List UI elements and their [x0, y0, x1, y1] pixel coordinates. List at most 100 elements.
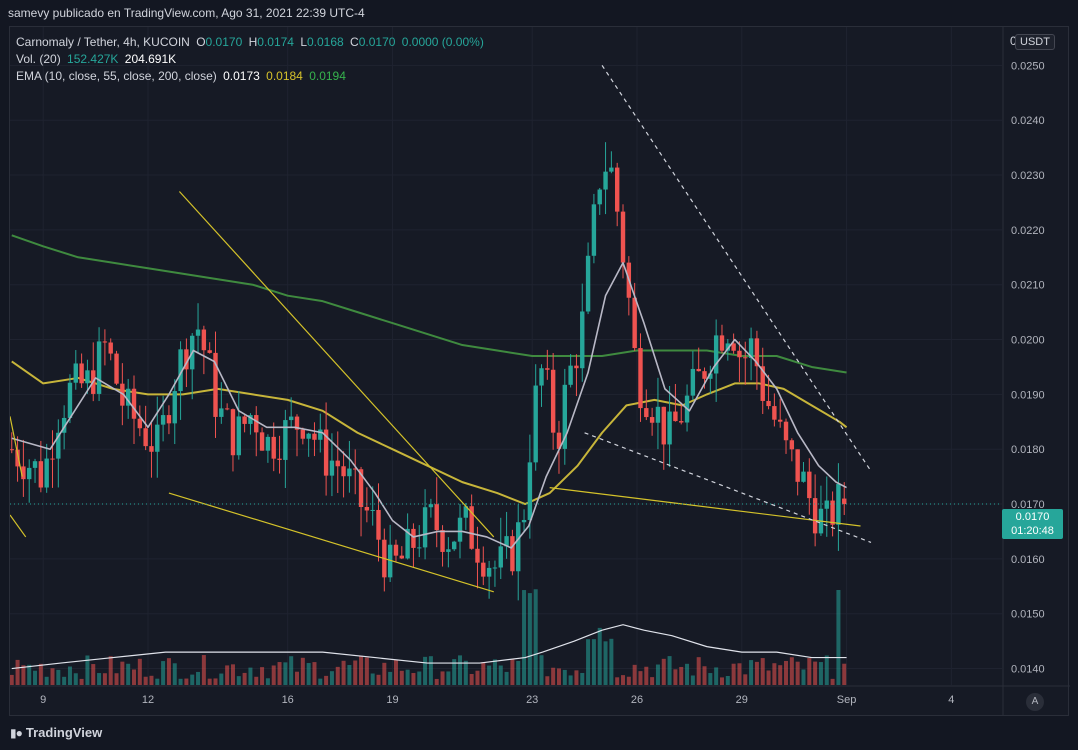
volume-bar: [621, 675, 626, 685]
candle-body: [550, 369, 556, 433]
volume-bar: [766, 670, 771, 685]
volume-bar: [655, 664, 660, 685]
volume-bar: [440, 671, 445, 685]
volume-bar: [213, 678, 218, 685]
symbol-name[interactable]: Carnomaly / Tether, 4h, KUCOIN: [16, 35, 190, 49]
candle-body: [96, 341, 102, 394]
candle-body: [737, 350, 742, 358]
ema-label[interactable]: EMA (10, close, 55, close, 200, close): [16, 69, 217, 83]
volume-bar: [737, 663, 742, 685]
volume-bar: [44, 676, 49, 685]
candle-body: [38, 461, 44, 488]
bar-countdown: 01:20:48: [1011, 525, 1054, 537]
top-bar: samevy publicado en TradingView.com, Ago…: [0, 0, 1078, 26]
candle-body: [533, 385, 538, 463]
volume-bar: [638, 671, 643, 685]
ema10-line: [11, 261, 847, 549]
volume-bar: [481, 662, 486, 685]
time-tick-label: 4: [948, 694, 954, 706]
candle-body: [102, 341, 108, 343]
volume-bar: [830, 678, 835, 685]
volume-bar: [749, 660, 754, 685]
candle-body: [224, 408, 230, 410]
candle-body: [597, 189, 602, 205]
price-tick-label: 0.0220: [1011, 225, 1045, 237]
price-tick-label: 0.0140: [1011, 664, 1045, 676]
candle-body: [667, 411, 672, 445]
volume-bar: [254, 676, 259, 685]
symbol-row: Carnomaly / Tether, 4h, KUCOIN O0.0170 H…: [16, 34, 487, 51]
candle-body: [56, 432, 61, 459]
volume-bar: [341, 660, 346, 685]
volume-bar: [836, 590, 841, 685]
candle-body: [125, 388, 131, 406]
volume-bar: [702, 666, 707, 685]
candle-body: [475, 548, 480, 563]
candle-body: [743, 357, 748, 359]
time-tick-label: 16: [282, 694, 294, 706]
volume-bar: [719, 677, 724, 685]
candle-body: [824, 500, 829, 509]
volume-bar: [539, 655, 544, 685]
volume-bar: [673, 669, 678, 685]
volume-bar: [312, 662, 317, 685]
candle-body: [149, 446, 154, 452]
candle-body: [527, 462, 533, 520]
volume-bar: [714, 667, 719, 685]
candle-body: [79, 363, 84, 384]
candle-body: [451, 541, 457, 550]
candle-body: [358, 469, 364, 507]
volume-bar: [492, 659, 497, 685]
time-tick-label: 19: [386, 694, 398, 706]
open-value: 0.0170: [205, 35, 243, 49]
volume-bar: [108, 656, 113, 685]
price-tick-label: 0.0160: [1011, 554, 1045, 566]
candle-body: [178, 349, 183, 392]
candle-body: [120, 383, 125, 406]
candle-body: [248, 415, 253, 424]
candle-body: [114, 353, 119, 384]
volume-bar: [586, 639, 591, 685]
volume-bar: [731, 663, 736, 685]
volume-row: Vol. (20) 152.427K 204.691K: [16, 51, 487, 68]
volume-bar: [137, 658, 142, 685]
candle-body: [405, 528, 410, 559]
currency-badge[interactable]: USDT: [1015, 34, 1055, 50]
candle-body: [300, 429, 306, 439]
candle-body: [10, 449, 14, 451]
volume-bar: [615, 677, 620, 685]
volume-bar: [522, 590, 527, 685]
price-tick-label: 0.0170: [1011, 499, 1045, 511]
volume-bar: [475, 670, 480, 685]
brand-label: TradingView: [25, 725, 103, 740]
volume-label[interactable]: Vol. (20): [16, 52, 61, 66]
volume-bar: [556, 668, 561, 685]
price-chart[interactable]: 0.0140 0.0150 0.0160 0.0170 0.0180 0.0190 0.02…: [10, 27, 1070, 717]
volume-bar: [271, 665, 276, 685]
volume-bar: [79, 678, 84, 685]
chart-frame[interactable]: 0.0140 0.0150 0.0160 0.0170 0.0180 0.0190 0.02…: [9, 26, 1070, 717]
time-tick-label: 12: [142, 694, 154, 706]
ema55-line: [11, 360, 848, 506]
candle-body: [679, 421, 684, 423]
change-value: 0.0000 (0.00%): [401, 35, 484, 49]
volume-bar: [487, 665, 492, 685]
open-label: O: [196, 35, 206, 49]
candle-body: [131, 388, 137, 419]
volume-bar: [725, 676, 730, 685]
volume-bar: [644, 666, 649, 685]
volume-bar: [376, 674, 381, 685]
volume-bar: [318, 678, 323, 685]
volume-bar: [364, 657, 369, 685]
auto-scale-button[interactable]: A: [1026, 693, 1044, 711]
volume-ma-line: [11, 624, 847, 670]
candle-body: [143, 428, 148, 447]
volume-bar: [597, 627, 602, 685]
candle-body: [457, 517, 463, 542]
volume-bar: [97, 673, 102, 685]
volume-bar: [690, 675, 695, 685]
high-label: H: [248, 35, 258, 49]
candle-body: [160, 415, 166, 425]
price-tick-label: 0.0250: [1011, 60, 1045, 72]
chart-legend: Carnomaly / Tether, 4h, KUCOIN O0.0170 H…: [16, 34, 487, 85]
